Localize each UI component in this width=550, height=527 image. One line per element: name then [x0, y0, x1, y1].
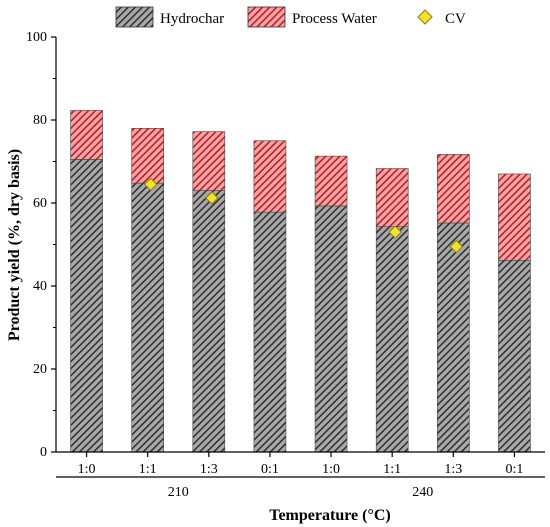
bars-layer	[70, 110, 531, 453]
cv-marker-1	[143, 177, 158, 192]
y-tick-label-40: 40	[33, 279, 47, 294]
y-axis-title: Product yield (%, dry basis)	[6, 149, 23, 341]
bar-hydrochar-0	[70, 159, 103, 453]
bar-process-water-2	[192, 131, 226, 191]
cv-marker-2	[205, 191, 219, 205]
x-axis-title: Temperature (°C)	[269, 507, 390, 524]
y-tick-label-80: 80	[33, 113, 47, 128]
y-tick-label-20: 20	[33, 362, 47, 377]
y-tick-label-0: 0	[40, 445, 47, 460]
bar-hydrochar-5	[375, 226, 409, 453]
x-tick-label-1: 1:1	[139, 462, 157, 477]
bar-process-water-6	[437, 154, 470, 224]
legend-label-hydrochar: Hydrochar	[160, 11, 224, 27]
cv-marker-5	[388, 225, 402, 239]
x-tick-label-5: 1:1	[383, 462, 401, 477]
y-tick-label-100: 100	[26, 30, 47, 45]
legend-marker-cv	[417, 9, 433, 25]
group-label-0: 210	[168, 485, 189, 500]
markers-layer	[143, 177, 464, 254]
bar-hydrochar-3	[253, 211, 287, 453]
bar-process-water-5	[375, 168, 409, 227]
x-tick-label-2: 1:3	[200, 462, 218, 477]
x-tick-label-6: 1:3	[444, 462, 462, 477]
bar-process-water-4	[314, 155, 348, 207]
bar-process-water-3	[253, 140, 287, 213]
x-tick-label-3: 0:1	[261, 462, 279, 477]
bar-hydrochar-4	[314, 205, 348, 453]
bar-hydrochar-6	[437, 222, 470, 453]
axes-layer: 0 20 40 60 80 100 1:0 1:1 1:3 0:1 1:0 1:1 1:3 0:1 210 2…	[26, 30, 545, 500]
x-tick-label-4: 1:0	[322, 462, 340, 477]
bar-process-water-1	[131, 128, 164, 184]
bar-process-water-7	[498, 173, 531, 261]
legend-label-cv: CV	[445, 11, 466, 27]
legend-label-process-water: Process Water	[292, 11, 377, 27]
legend: Hydrochar Process Water CV	[115, 6, 466, 28]
group-label-1: 240	[412, 485, 433, 500]
y-tick-label-60: 60	[33, 196, 47, 211]
x-tick-label-7: 0:1	[505, 462, 523, 477]
bar-hydrochar-7	[498, 259, 531, 453]
bar-hydrochar-1	[131, 182, 164, 453]
cv-marker-6	[449, 239, 464, 254]
x-tick-label-0: 1:0	[78, 462, 96, 477]
legend-swatch-hydrochar	[115, 6, 154, 28]
bar-hydrochar-2	[192, 190, 226, 453]
bar-process-water-0	[70, 110, 103, 160]
legend-swatch-process-water	[247, 6, 286, 28]
